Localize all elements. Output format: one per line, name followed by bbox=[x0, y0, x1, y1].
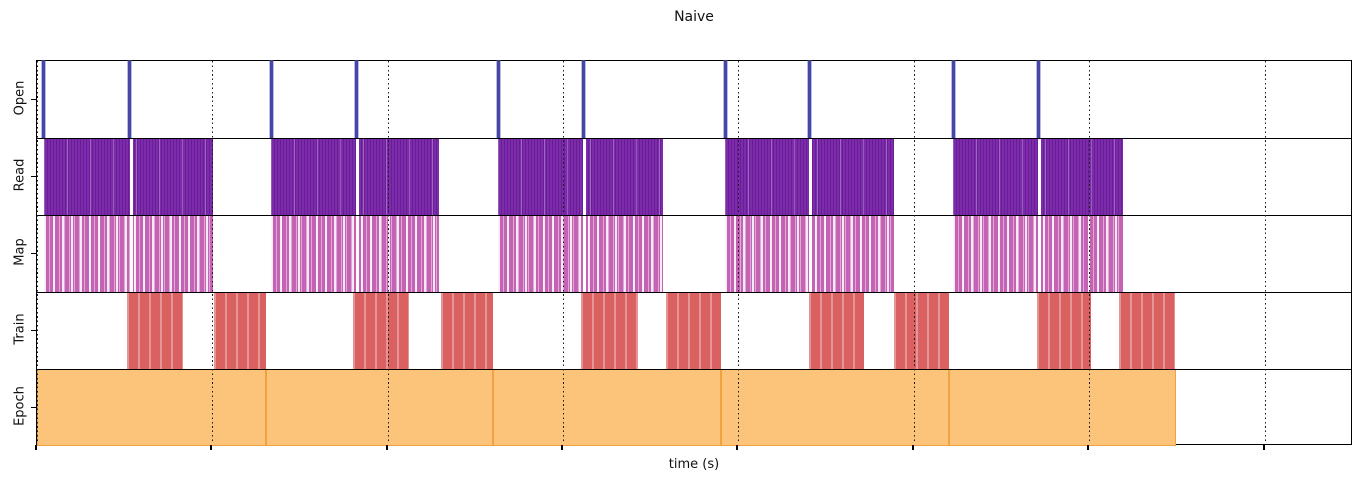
map-activity-block bbox=[271, 215, 439, 292]
lane-separator bbox=[37, 138, 1351, 139]
train-activity-block bbox=[809, 292, 864, 369]
x-gridline bbox=[738, 61, 739, 444]
train-activity-block bbox=[894, 292, 949, 369]
x-axis-tick bbox=[912, 445, 914, 450]
epoch-bar-segment bbox=[949, 369, 1176, 446]
y-axis-tick bbox=[31, 98, 36, 100]
x-axis-tick bbox=[210, 445, 212, 450]
open-event-line bbox=[723, 61, 727, 138]
train-activity-block bbox=[581, 292, 638, 369]
x-axis-tick bbox=[1087, 445, 1089, 450]
x-axis-tick bbox=[1263, 445, 1265, 450]
train-activity-block bbox=[127, 292, 183, 369]
y-axis-tick bbox=[31, 252, 36, 254]
read-activity-block bbox=[44, 138, 213, 215]
open-event-line bbox=[497, 61, 500, 138]
x-gridline bbox=[388, 61, 389, 444]
lane-separator bbox=[37, 215, 1351, 216]
x-axis-tick bbox=[736, 445, 738, 450]
plot-area bbox=[36, 60, 1352, 446]
open-event-line bbox=[269, 61, 273, 138]
x-axis-tick bbox=[386, 445, 388, 450]
open-event-line bbox=[127, 61, 131, 138]
read-activity-block bbox=[271, 138, 439, 215]
lane-label-read: Read bbox=[12, 158, 28, 192]
map-activity-block bbox=[498, 215, 663, 292]
x-gridline bbox=[1089, 61, 1090, 444]
epoch-bar-segment bbox=[37, 369, 266, 446]
lane-label-map: Map bbox=[12, 238, 28, 266]
open-event-line bbox=[1036, 61, 1040, 138]
epoch-bar-segment bbox=[266, 369, 493, 446]
open-event-line bbox=[42, 61, 45, 138]
x-gridline bbox=[212, 61, 213, 444]
train-activity-block bbox=[214, 292, 266, 369]
y-axis-tick bbox=[31, 175, 36, 177]
train-activity-block bbox=[441, 292, 493, 369]
x-axis-tick bbox=[561, 445, 563, 450]
train-activity-block bbox=[353, 292, 409, 369]
read-activity-block bbox=[498, 138, 663, 215]
y-axis-tick bbox=[31, 406, 36, 408]
open-event-line bbox=[951, 61, 955, 138]
lane-label-epoch: Epoch bbox=[12, 386, 28, 426]
train-activity-block bbox=[1037, 292, 1091, 369]
x-axis-tick bbox=[35, 445, 37, 450]
x-gridline bbox=[1265, 61, 1266, 444]
lane-separator bbox=[37, 369, 1351, 370]
lane-separator bbox=[37, 292, 1351, 293]
lane-label-train: Train bbox=[12, 313, 28, 345]
open-event-line bbox=[581, 61, 585, 138]
lane-label-open: Open bbox=[12, 80, 28, 116]
train-activity-block bbox=[1119, 292, 1175, 369]
x-gridline bbox=[37, 61, 38, 444]
y-axis-tick bbox=[31, 329, 36, 331]
x-axis-label: time (s) bbox=[668, 457, 720, 472]
train-activity-block bbox=[666, 292, 721, 369]
x-gridline bbox=[914, 61, 915, 444]
chart-title: Naive bbox=[674, 9, 714, 25]
epoch-bar-segment bbox=[493, 369, 721, 446]
open-event-line bbox=[808, 61, 811, 138]
map-activity-block bbox=[44, 215, 213, 292]
x-gridline bbox=[563, 61, 564, 444]
open-event-line bbox=[355, 61, 358, 138]
